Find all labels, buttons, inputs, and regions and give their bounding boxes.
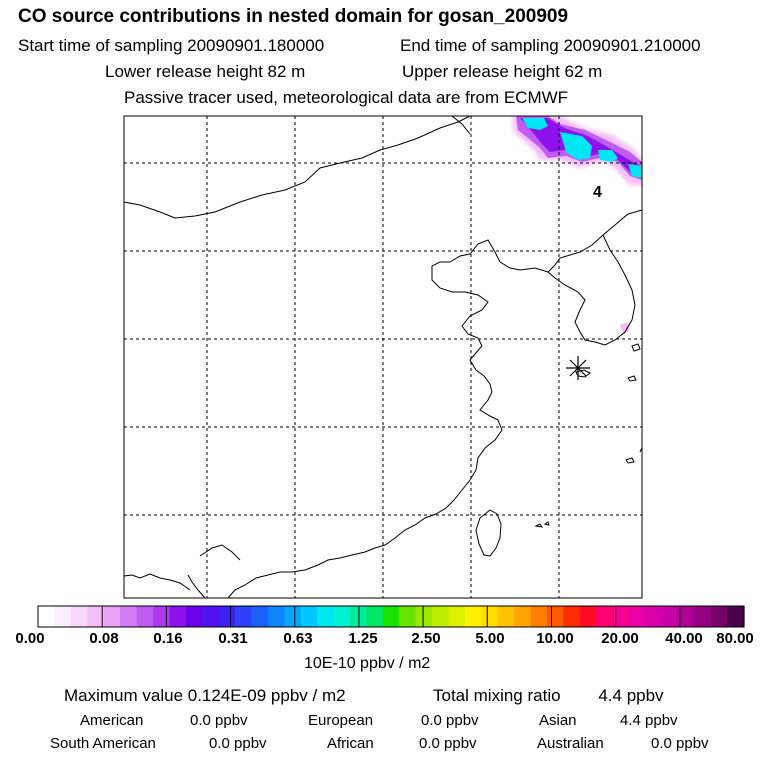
source-value-australian: 0.0 ppbv <box>651 735 709 752</box>
colorbar-swatch <box>399 606 417 627</box>
source-value-african: 0.0 ppbv <box>419 735 477 752</box>
colorbar-swatch <box>694 606 712 627</box>
colorbar-swatch <box>169 606 187 627</box>
colorbar-swatch <box>563 606 581 627</box>
source-name-asian: Asian <box>539 712 577 729</box>
colorbar-swatch <box>514 606 532 627</box>
colorbar <box>38 606 745 627</box>
colorbar-swatch <box>612 606 630 627</box>
colorbar-tick-label: 40.00 <box>665 630 703 647</box>
colorbar-swatch <box>678 606 696 627</box>
colorbar-tick-label: 20.00 <box>601 630 639 647</box>
colorbar-tick-label: 0.08 <box>89 630 119 647</box>
map-title: CO source contributions in nested domain… <box>18 6 569 27</box>
colorbar-swatch <box>317 606 335 627</box>
colorbar-swatch <box>185 606 203 627</box>
colorbar-swatch <box>497 606 515 627</box>
colorbar-swatch <box>333 606 351 627</box>
receptor-site-asterisk-icon <box>566 356 590 380</box>
colorbar-swatch <box>366 606 384 627</box>
colorbar-swatch <box>54 606 72 627</box>
start-time-label: Start time of sampling 20090901.180000 <box>18 36 325 55</box>
colorbar-swatch <box>120 606 138 627</box>
colorbar-swatch <box>202 606 220 627</box>
colorbar-swatch <box>235 606 253 627</box>
colorbar-units: 10E-10 ppbv / m2 <box>304 655 431 672</box>
colorbar-swatch <box>579 606 597 627</box>
colorbar-frame <box>37 605 745 628</box>
colorbar-swatch <box>284 606 302 627</box>
colorbar-swatch <box>300 606 318 627</box>
colorbar-swatch <box>70 606 88 627</box>
colorbar-swatch <box>448 606 466 627</box>
source-value-european: 0.0 ppbv <box>421 712 479 729</box>
lower-release-height-label: Lower release height 82 m <box>105 62 306 81</box>
source-name-european: European <box>308 712 374 729</box>
colorbar-swatch <box>382 606 400 627</box>
colorbar-swatch <box>711 606 729 627</box>
colorbar-swatch <box>546 606 564 627</box>
colorbar-swatch <box>251 606 269 627</box>
source-value-american: 0.0 ppbv <box>190 712 248 729</box>
colorbar-tick-label: 80.00 <box>716 630 754 647</box>
source-value-asian: 4.4 ppbv <box>620 712 678 729</box>
colorbar-swatch <box>432 606 450 627</box>
colorbar-tick-label: 10.00 <box>536 630 574 647</box>
source-name-australian: Australian <box>537 735 604 752</box>
source-value-south-american: 0.0 ppbv <box>209 735 267 752</box>
colorbar-tick-label: 1.25 <box>348 630 378 647</box>
colorbar-swatch <box>38 606 56 627</box>
colorbar-swatch <box>87 606 105 627</box>
concentration-plume <box>512 116 642 334</box>
colorbar-swatch <box>415 606 433 627</box>
lat-lon-grid <box>124 116 642 598</box>
map-frame <box>123 115 643 599</box>
colorbar-tick-label: 0.31 <box>218 630 248 647</box>
plume-age-label: 4 <box>593 184 602 201</box>
colorbar-swatch <box>267 606 285 627</box>
colorbar-swatch <box>727 606 745 627</box>
colorbar-tick-label: 2.50 <box>411 630 441 647</box>
source-name-american: American <box>80 712 144 729</box>
colorbar-tick-label: 0.16 <box>153 630 183 647</box>
colorbar-swatch <box>136 606 154 627</box>
colorbar-swatch <box>103 606 121 627</box>
maximum-value: Maximum value 0.124E-09 ppbv / m2 <box>64 686 346 705</box>
colorbar-swatch <box>661 606 679 627</box>
colorbar-swatch <box>218 606 236 627</box>
colorbar-tick-label: 5.00 <box>475 630 505 647</box>
end-time-label: End time of sampling 20090901.210000 <box>400 36 701 55</box>
colorbar-swatch <box>596 606 614 627</box>
colorbar-tick-label: 0.00 <box>15 630 45 647</box>
upper-release-height-label: Upper release height 62 m <box>402 62 603 81</box>
colorbar-swatch <box>645 606 663 627</box>
colorbar-swatch <box>152 606 170 627</box>
colorbar-swatch <box>481 606 499 627</box>
colorbar-swatch <box>629 606 647 627</box>
total-mixing-ratio: Total mixing ratio 4.4 ppbv <box>433 686 664 705</box>
colorbar-swatch <box>530 606 548 627</box>
colorbar-swatch <box>464 606 482 627</box>
colorbar-tick-label: 0.63 <box>283 630 313 647</box>
source-name-south-american: South American <box>50 735 156 752</box>
source-name-african: African <box>327 735 374 752</box>
tracer-note: Passive tracer used, meteorological data… <box>124 88 569 107</box>
